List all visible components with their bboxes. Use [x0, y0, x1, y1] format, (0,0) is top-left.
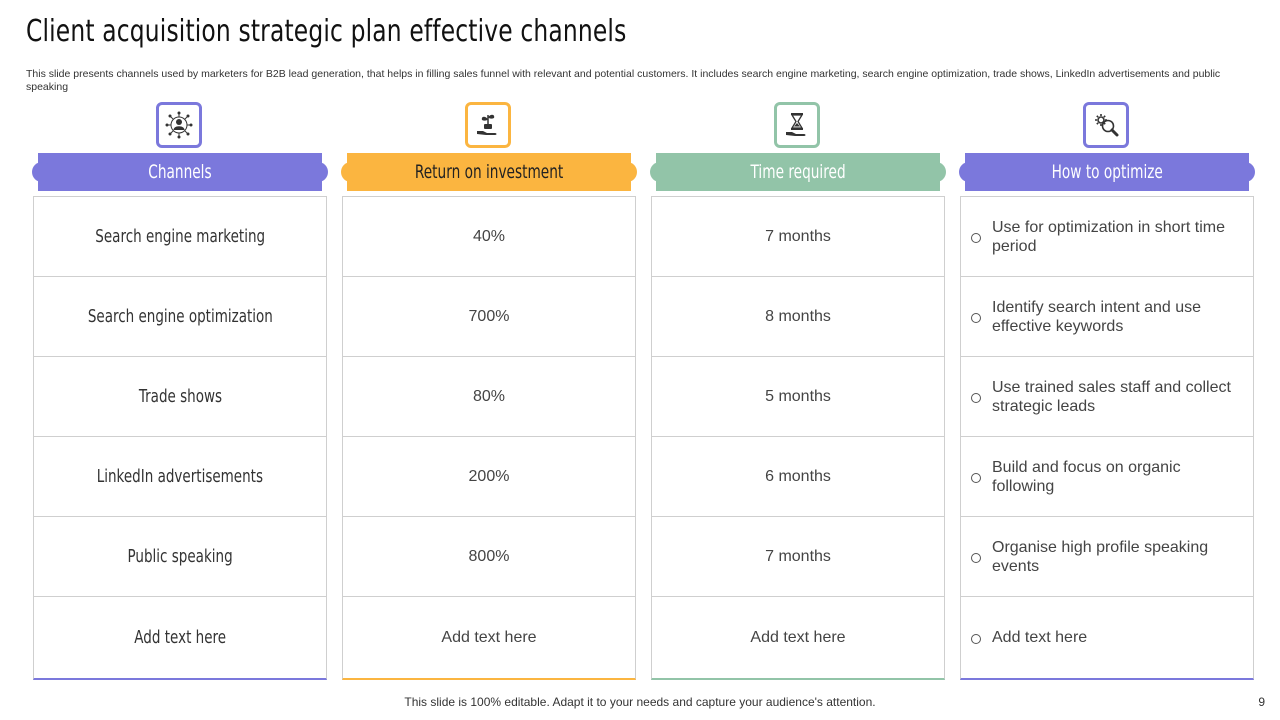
bullet-icon [971, 392, 981, 403]
slide-title: Client acquisition strategic plan effect… [26, 14, 627, 49]
header-optimize: How to optimize [959, 153, 1255, 191]
table-cell: Add text here [441, 628, 537, 646]
table-cell: 7 months [652, 517, 944, 597]
table-cell: Add text here [134, 627, 226, 648]
column-channels: Channels Search engine marketing Search … [32, 102, 328, 684]
time-table: 7 months 8 months 5 months 6 months 7 mo… [651, 196, 945, 680]
header-label: Time required [750, 161, 846, 183]
header-channels: Channels [32, 153, 328, 191]
header-label: How to optimize [1051, 161, 1163, 183]
header-roi: Return on investment [341, 153, 637, 191]
slide-subtitle: This slide presents channels used by mar… [26, 68, 1221, 93]
hourglass-hand-icon [774, 102, 820, 148]
bullet-icon [971, 232, 981, 243]
table-cell: 7 months [652, 197, 944, 277]
table-cell: Search engine optimization [34, 277, 326, 357]
header-label: Channels [148, 161, 212, 183]
network-people-icon [156, 102, 202, 148]
channels-table: Search engine marketing Search engine op… [33, 196, 327, 680]
table-cell: Add text here [750, 628, 846, 646]
list-item: Use trained sales staff and collect stra… [961, 357, 1253, 437]
table-cell: Search engine marketing [34, 197, 326, 277]
gear-magnifier-icon [1083, 102, 1129, 148]
bullet-icon [971, 552, 981, 563]
table-cell: 700% [343, 277, 635, 357]
list-item: Build and focus on organic following [961, 437, 1253, 517]
table-cell: 8 months [652, 277, 944, 357]
table-cell: 80% [343, 357, 635, 437]
page-number: 9 [1258, 695, 1265, 709]
table-cell: Public speaking [34, 517, 326, 597]
table-cell: 800% [343, 517, 635, 597]
table-cell: LinkedIn advertisements [34, 437, 326, 517]
list-item: Add text here [961, 597, 1253, 678]
column-time: Time required 7 months 8 months 5 months… [650, 102, 946, 684]
bullet-icon [971, 312, 981, 323]
optimize-table: Use for optimization in short time perio… [960, 196, 1254, 680]
header-label: Return on investment [414, 161, 564, 183]
column-roi: Return on investment 40% 700% 80% 200% 8… [341, 102, 637, 684]
table-cell: 6 months [652, 437, 944, 517]
roi-table: 40% 700% 80% 200% 800% Add text here [342, 196, 636, 680]
money-plant-hand-icon [465, 102, 511, 148]
table-cell: 5 months [652, 357, 944, 437]
list-item: Identify search intent and use effective… [961, 277, 1253, 357]
bullet-icon [971, 472, 981, 483]
column-optimize: How to optimize Use for optimization in … [959, 102, 1255, 684]
list-item: Organise high profile speaking events [961, 517, 1253, 597]
footer-note: This slide is 100% editable. Adapt it to… [404, 695, 876, 709]
table-cell: Trade shows [34, 357, 326, 437]
bullet-icon [971, 633, 981, 644]
list-item: Use for optimization in short time perio… [961, 197, 1253, 277]
header-time: Time required [650, 153, 946, 191]
table-cell: 40% [343, 197, 635, 277]
table-cell: 200% [343, 437, 635, 517]
